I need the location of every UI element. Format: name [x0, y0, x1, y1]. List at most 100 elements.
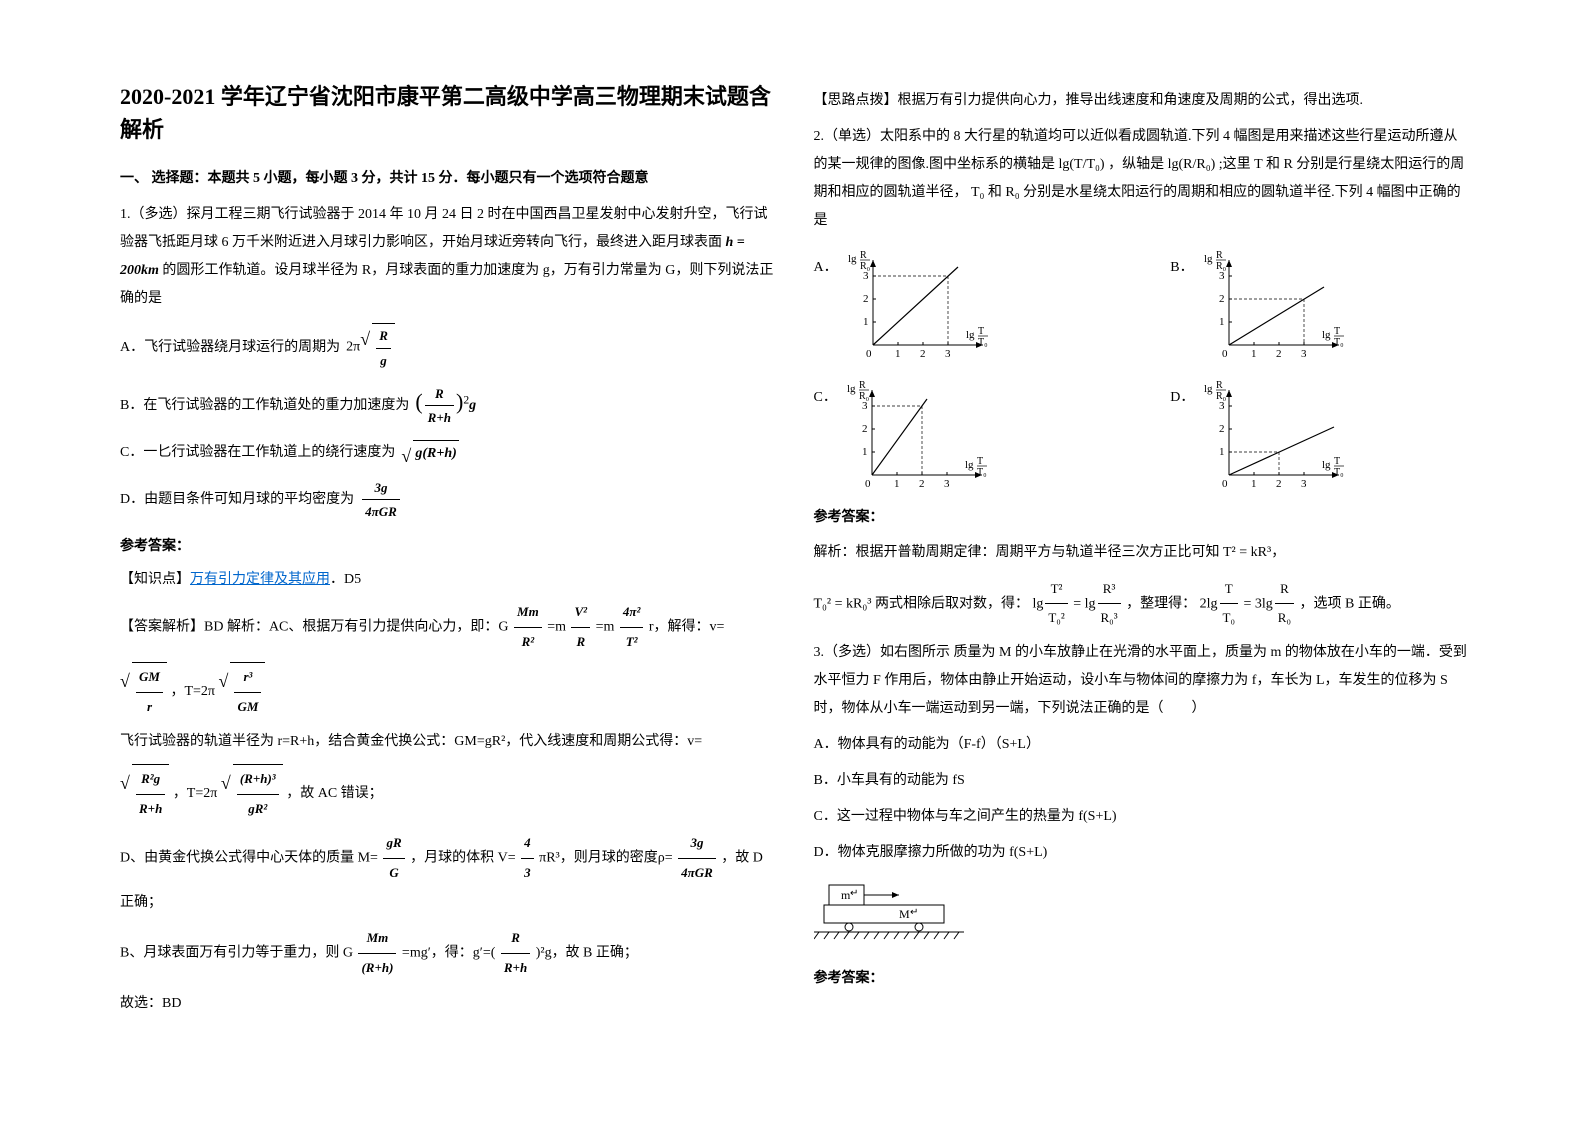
q1-analysis-2: GMr ，T=2π r³GM: [120, 662, 774, 721]
page-title: 2020-2021 学年辽宁省沈阳市康平第二高级中学高三物理期末试题含解析: [120, 80, 774, 146]
car-svg: m ↵ M ↵: [814, 877, 974, 947]
svg-text:0: 0: [1222, 348, 1228, 360]
q3-ref-answer: 参考答案：: [814, 966, 1468, 991]
analysis-label: 【答案解析】: [120, 619, 204, 634]
svg-text:2: 2: [919, 478, 925, 490]
svg-text:3: 3: [1219, 400, 1225, 412]
q2-lgT: lg(T/T₀): [1059, 157, 1105, 172]
svg-text:T: T: [977, 456, 983, 467]
svg-text:2: 2: [1219, 423, 1225, 435]
q3-stem: 3.（多选）如右图所示 质量为 M 的小车放静止在光滑的水平面上，质量为 m 的…: [814, 639, 1468, 723]
svg-text:1: 1: [1251, 348, 1257, 360]
svg-text:3: 3: [945, 348, 951, 360]
q2-lgR: lg(R/R₀): [1168, 157, 1216, 172]
q1-option-a: A．飞行试验器绕月球运行的周期为 2πRg: [120, 323, 774, 372]
svg-text:1: 1: [1219, 446, 1225, 458]
q1-knowledge: 【知识点】万有引力定律及其应用．D5: [120, 567, 774, 592]
q1-analysis-6: 故选：BD: [120, 989, 774, 1020]
svg-text:2: 2: [920, 348, 926, 360]
q2-stem-b: ，纵轴是: [1108, 157, 1164, 172]
svg-text:3: 3: [1301, 348, 1307, 360]
knowledge-suffix: ．D5: [330, 572, 361, 587]
svg-text:T: T: [978, 326, 984, 337]
q1-option-c: C．一匕行试验器在工作轨道上的绕行速度为 g(R+h): [120, 440, 774, 466]
car-diagram: m ↵ M ↵: [814, 877, 1468, 956]
q1-optB-label: B．在飞行试验器的工作轨道处的重力加速度为: [120, 393, 409, 418]
q1-optB-formula: (RR+h)2g: [415, 382, 476, 430]
graph-a: A． lg R R₀ lg T T₀ 0 1 2 3 1 2 3: [814, 250, 1111, 360]
q1-analysis-3-formula: R²gR+h ，T=2π (R+h)³gR² ，故 AC 错误；: [120, 764, 774, 823]
svg-text:0: 0: [1222, 478, 1228, 490]
svg-text:R: R: [860, 250, 867, 261]
svg-text:2: 2: [862, 423, 868, 435]
analysis-1: BD 解析：AC、根据万有引力提供向心力，即：G: [204, 619, 509, 634]
analysis-5b: =mg′，得：g′=(: [402, 946, 495, 961]
svg-text:2: 2: [1276, 348, 1282, 360]
svg-text:T: T: [1334, 456, 1340, 467]
svg-text:3: 3: [863, 270, 869, 282]
q1-option-b: B．在飞行试验器的工作轨道处的重力加速度为 (RR+h)2g: [120, 382, 774, 430]
analysis-4b: ，月球的体积 V=: [410, 851, 516, 866]
q2-analysis-2b: 两式相除后取对数，得：: [875, 596, 1029, 611]
svg-text:1: 1: [1219, 316, 1225, 328]
analysis-2: ，T=2π: [170, 684, 215, 699]
q2-analysis-2c: ，整理得：: [1126, 596, 1196, 611]
svg-text:1: 1: [894, 478, 900, 490]
analysis-5a: B、月球表面万有引力等于重力，则 G: [120, 946, 353, 961]
analysis-4c: πR³，则月球的密度ρ=: [539, 851, 673, 866]
svg-text:T: T: [1334, 326, 1340, 337]
graph-c: C． lg R R₀ lg T T₀ 0 1 2 3 1 2 3: [814, 380, 1111, 490]
svg-text:1: 1: [863, 316, 869, 328]
svg-text:↵: ↵: [850, 888, 858, 899]
svg-text:lg: lg: [965, 459, 974, 471]
q1-tip: 【思路点拨】根据万有引力提供向心力，推导出线速度和角速度及周期的公式，得出选项.: [814, 86, 1468, 117]
q2-analysis-2d: ，选项 B 正确。: [1300, 596, 1400, 611]
svg-text:↵: ↵: [910, 907, 918, 918]
svg-text:1: 1: [862, 446, 868, 458]
q2-stem: 2.（单选）太阳系中的 8 大行星的轨道均可以近似看成圆轨道.下列 4 幅图是用…: [814, 123, 1468, 235]
svg-text:2: 2: [863, 293, 869, 305]
graph-b-label: B．: [1170, 255, 1193, 280]
q1-optC-label: C．一匕行试验器在工作轨道上的绕行速度为: [120, 440, 395, 465]
knowledge-link[interactable]: 万有引力定律及其应用: [190, 572, 330, 587]
svg-text:T₀: T₀: [1334, 467, 1344, 478]
q1-analysis-4: D、由黄金代换公式得中心天体的质量 M= gRG ，月球的体积 V= 43 πR…: [120, 829, 774, 918]
q1-stem-a: 1.（多选）探月工程三期飞行试验器于 2014 年 10 月 24 日 2 时在…: [120, 207, 768, 250]
q3-optB: B．小车具有的动能为 fS: [814, 767, 1468, 795]
q2-T0R0: T₀ 和 R₀: [971, 185, 1020, 200]
section-header: 一、 选择题：本题共 5 小题，每小题 3 分，共计 15 分．每小题只有一个选…: [120, 166, 774, 191]
svg-text:lg: lg: [966, 329, 975, 341]
q1-option-d: D．由题目条件可知月球的平均密度为 3g4πGR: [120, 476, 774, 524]
graph-b: B． lg R R₀ lg T T₀ 0 1 2 3 1 2 3: [1170, 250, 1467, 360]
q1-optC-formula: g(R+h): [401, 440, 458, 466]
svg-text:0: 0: [866, 348, 872, 360]
q1-analysis-3: 飞行试验器的轨道半径为 r=R+h，结合黄金代换公式：GM=gR²，代入线速度和…: [120, 727, 774, 758]
svg-text:lg: lg: [1204, 383, 1213, 395]
q1-analysis-1: 【答案解析】BD 解析：AC、根据万有引力提供向心力，即：G MmR² =m V…: [120, 598, 774, 656]
graph-c-label: C．: [814, 385, 837, 410]
svg-text:1: 1: [1251, 478, 1257, 490]
q1-optD-label: D．由题目条件可知月球的平均密度为: [120, 487, 354, 512]
graph-b-svg: lg R R₀ lg T T₀ 0 1 2 3 1 2 3: [1204, 250, 1354, 360]
q2-analysis-2a: T₀² = kR₀³: [814, 596, 872, 611]
svg-text:3: 3: [1301, 478, 1307, 490]
svg-text:R: R: [1216, 250, 1223, 261]
svg-text:R: R: [859, 380, 866, 391]
q1-ref-answer: 参考答案：: [120, 534, 774, 559]
box-M-label: M: [899, 907, 910, 921]
svg-text:lg: lg: [1322, 329, 1331, 341]
svg-text:0: 0: [865, 478, 871, 490]
graph-a-svg: lg R R₀ lg T T₀ 0 1 2 3 1 2 3: [848, 250, 998, 360]
svg-text:3: 3: [1219, 270, 1225, 282]
q2-analysis-2: T₀² = kR₀³ 两式相除后取对数，得： lgT²T₀² = lgR³R₀³…: [814, 575, 1468, 633]
analysis-3c: ，故 AC 错误；: [286, 786, 382, 801]
q1-optD-formula: 3g4πGR: [360, 476, 402, 524]
graph-d: D． lg R R₀ lg T T₀ 0 1 2 3 1 2 3: [1170, 380, 1467, 490]
q1-stem: 1.（多选）探月工程三期飞行试验器于 2014 年 10 月 24 日 2 时在…: [120, 201, 774, 313]
q1-stem-b: 的圆形工作轨道。设月球半径为 R，月球表面的重力加速度为 g，万有引力常量为 G…: [120, 263, 773, 306]
q3-optA: A．物体具有的动能为（F-f）（S+L）: [814, 731, 1468, 759]
q2-ref-answer: 参考答案：: [814, 505, 1468, 530]
svg-text:2: 2: [1219, 293, 1225, 305]
q1-optA-label: A．飞行试验器绕月球运行的周期为: [120, 335, 340, 360]
svg-text:lg: lg: [1322, 459, 1331, 471]
